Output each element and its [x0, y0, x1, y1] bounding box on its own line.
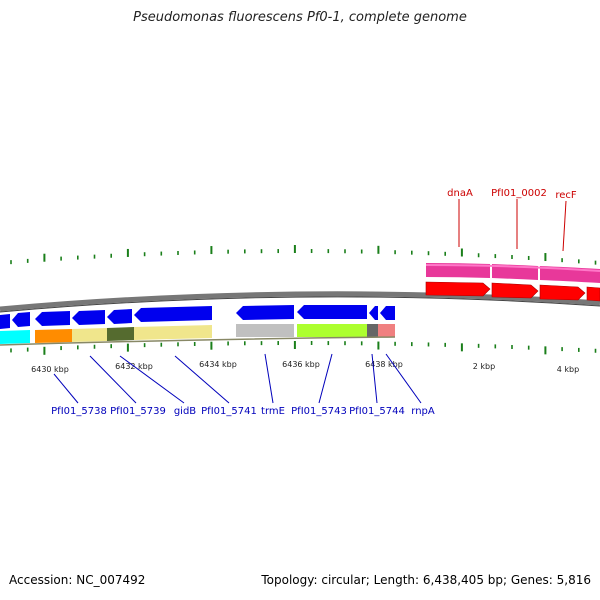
forward-gene-track: [425, 281, 600, 302]
leader-pfl01-5741: [174, 355, 230, 404]
axis-label-4kbp: 4 kbp: [557, 365, 579, 374]
feature-bar-khaki-1[interactable]: [72, 328, 107, 342]
genome-backbone-shadow: [0, 296, 600, 313]
gene-next-forward[interactable]: [586, 286, 600, 302]
label-trmE[interactable]: trmE: [261, 406, 285, 417]
axis-label-6434: 6434 kbp: [199, 360, 237, 369]
feature-bar-underline: [0, 336, 396, 346]
leader-trmE: [264, 353, 274, 404]
gene-rnpA[interactable]: [380, 306, 395, 320]
axis-label-group: 6430 kbp 6432 kbp 6434 kbp 6436 kbp 6438…: [31, 360, 579, 374]
gene-pfl01-5741[interactable]: [134, 306, 212, 322]
axis-label-6438: 6438 kbp: [365, 360, 403, 369]
forward-feature-track: [425, 263, 600, 283]
label-pfl01-5743[interactable]: PfI01_5743: [291, 406, 347, 417]
reverse-gene-labels: PfI01_5738 PfI01_5739 gidB PfI01_5741 tr…: [51, 353, 435, 417]
feature-bar-khaki-2[interactable]: [134, 325, 212, 340]
tick-row-bottom: [10, 341, 597, 355]
leader-pfl01-5738: [53, 373, 79, 404]
label-pfl01-5744[interactable]: PfI01_5744: [349, 406, 405, 417]
label-rnpA[interactable]: rnpA: [411, 406, 435, 417]
feature-bar-pink-1[interactable]: [426, 263, 490, 278]
axis-label-2kbp: 2 kbp: [473, 362, 495, 371]
feature-bar-pink-highlight: [425, 264, 600, 272]
leader-gidB: [119, 355, 185, 404]
reverse-feature-track: [0, 324, 396, 346]
gene-pfl01-0002[interactable]: [491, 282, 539, 299]
feature-bar-gray[interactable]: [367, 324, 378, 337]
label-pfl01-5741[interactable]: PfI01_5741: [201, 406, 257, 417]
axis-label-6436: 6436 kbp: [282, 360, 320, 369]
genome-summary-label: Topology: circular; Length: 6,438,405 bp…: [261, 573, 591, 587]
gene-recF[interactable]: [539, 284, 586, 301]
reverse-gene-track: [0, 305, 395, 329]
label-pfl01-0002[interactable]: PfI01_0002: [491, 188, 547, 199]
leader-rnpA: [385, 353, 422, 404]
gene-pfl01-5738[interactable]: [35, 311, 70, 326]
gene-pfl01-5743[interactable]: [297, 305, 367, 319]
leader-pfl01-5743: [318, 353, 333, 404]
accession-label: Accession: NC_007492: [9, 573, 146, 587]
label-dnaA[interactable]: dnaA: [447, 188, 473, 199]
label-pfl01-5738[interactable]: PfI01_5738: [51, 406, 107, 417]
gene-dnaA[interactable]: [425, 281, 491, 297]
label-gidB[interactable]: gidB: [174, 406, 196, 417]
leader-pfl01-5739: [89, 355, 137, 404]
feature-bar-olive[interactable]: [107, 327, 134, 341]
tick-row-top: [10, 245, 597, 265]
feature-bar-silver[interactable]: [236, 324, 294, 337]
label-pfl01-5739[interactable]: PfI01_5739: [110, 406, 166, 417]
label-recF[interactable]: recF: [555, 190, 577, 201]
gene-partial-left-2[interactable]: [12, 312, 30, 327]
gene-partial-left-1[interactable]: [0, 314, 10, 329]
leader-recF: [562, 200, 567, 252]
map-title: Pseudomonas fluorescens Pf0-1, complete …: [133, 10, 467, 25]
feature-bar-lime[interactable]: [297, 324, 367, 337]
genome-backbone: [0, 291, 600, 312]
gene-pfl01-5744[interactable]: [369, 306, 378, 320]
feature-bar-orange[interactable]: [35, 329, 72, 343]
gene-gidB[interactable]: [107, 309, 132, 324]
gene-pfl01-5739[interactable]: [72, 310, 105, 325]
feature-bar-cyan[interactable]: [0, 330, 30, 344]
feature-bar-salmon[interactable]: [378, 324, 395, 337]
forward-gene-labels: dnaA PfI01_0002 recF: [447, 188, 577, 252]
gene-trmE[interactable]: [236, 305, 294, 320]
axis-label-6430: 6430 kbp: [31, 365, 69, 374]
leader-pfl01-5744: [371, 353, 378, 404]
